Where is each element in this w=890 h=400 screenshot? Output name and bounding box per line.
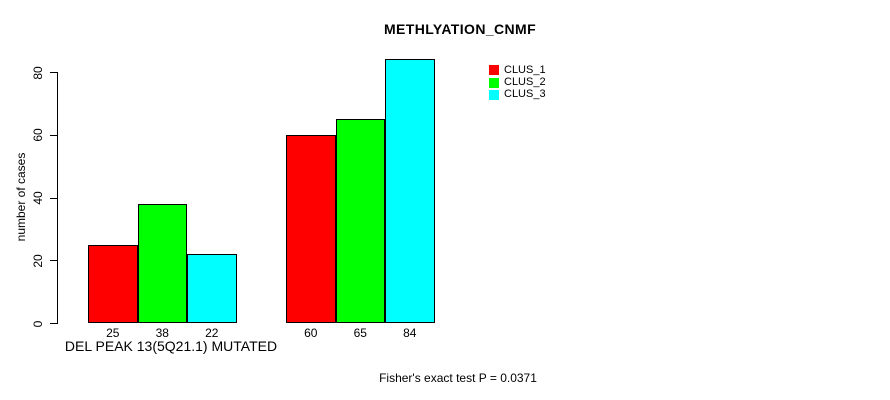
legend-swatch-clus-2 xyxy=(489,77,499,88)
bar-clus-2-group-1 xyxy=(137,203,187,323)
legend-item: CLUS_3 xyxy=(489,89,546,101)
bar-value-label: 65 xyxy=(353,326,367,340)
y-axis-tick xyxy=(50,197,57,199)
bar-clus-1-group-2 xyxy=(286,134,336,323)
bar-value-label: 38 xyxy=(155,326,169,340)
legend-label: CLUS_2 xyxy=(504,76,546,89)
fisher-test-note: Fisher's exact test P = 0.0371 xyxy=(379,371,537,385)
legend-swatch-clus-1 xyxy=(489,65,499,76)
legend-label: CLUS_1 xyxy=(504,63,546,76)
legend-item: CLUS_1 xyxy=(489,64,546,76)
bar-value-label: 25 xyxy=(106,326,120,340)
bar-clus-1-group-1 xyxy=(88,244,138,323)
y-axis-line xyxy=(57,72,58,324)
y-axis-tick xyxy=(50,260,57,262)
bar-clus-3-group-2 xyxy=(385,59,435,323)
y-tick-label: 20 xyxy=(31,254,45,268)
y-tick-label: 40 xyxy=(31,191,45,205)
y-tick-label: 0 xyxy=(31,320,45,327)
y-axis-tick xyxy=(50,323,57,324)
legend: CLUS_1 CLUS_2 CLUS_3 xyxy=(489,64,546,101)
y-axis-label: number of cases xyxy=(14,152,28,242)
bar-value-label: 84 xyxy=(403,326,417,340)
bar-clus-3-group-1 xyxy=(187,253,237,323)
y-tick-label: 80 xyxy=(31,65,45,80)
legend-label: CLUS_3 xyxy=(504,88,546,101)
y-axis-tick xyxy=(50,72,57,73)
y-axis-tick xyxy=(50,134,57,136)
y-tick-label: 60 xyxy=(31,128,45,142)
legend-item: CLUS_2 xyxy=(489,76,546,88)
chart-title: METHLYATION_CNMF xyxy=(383,21,537,37)
x-axis-label: DEL PEAK 13(5Q21.1) MUTATED xyxy=(64,338,278,354)
bar-value-label: 60 xyxy=(304,326,318,340)
bar-clus-2-group-2 xyxy=(335,119,385,323)
legend-swatch-clus-3 xyxy=(489,89,499,100)
bar-value-label: 22 xyxy=(205,326,219,340)
